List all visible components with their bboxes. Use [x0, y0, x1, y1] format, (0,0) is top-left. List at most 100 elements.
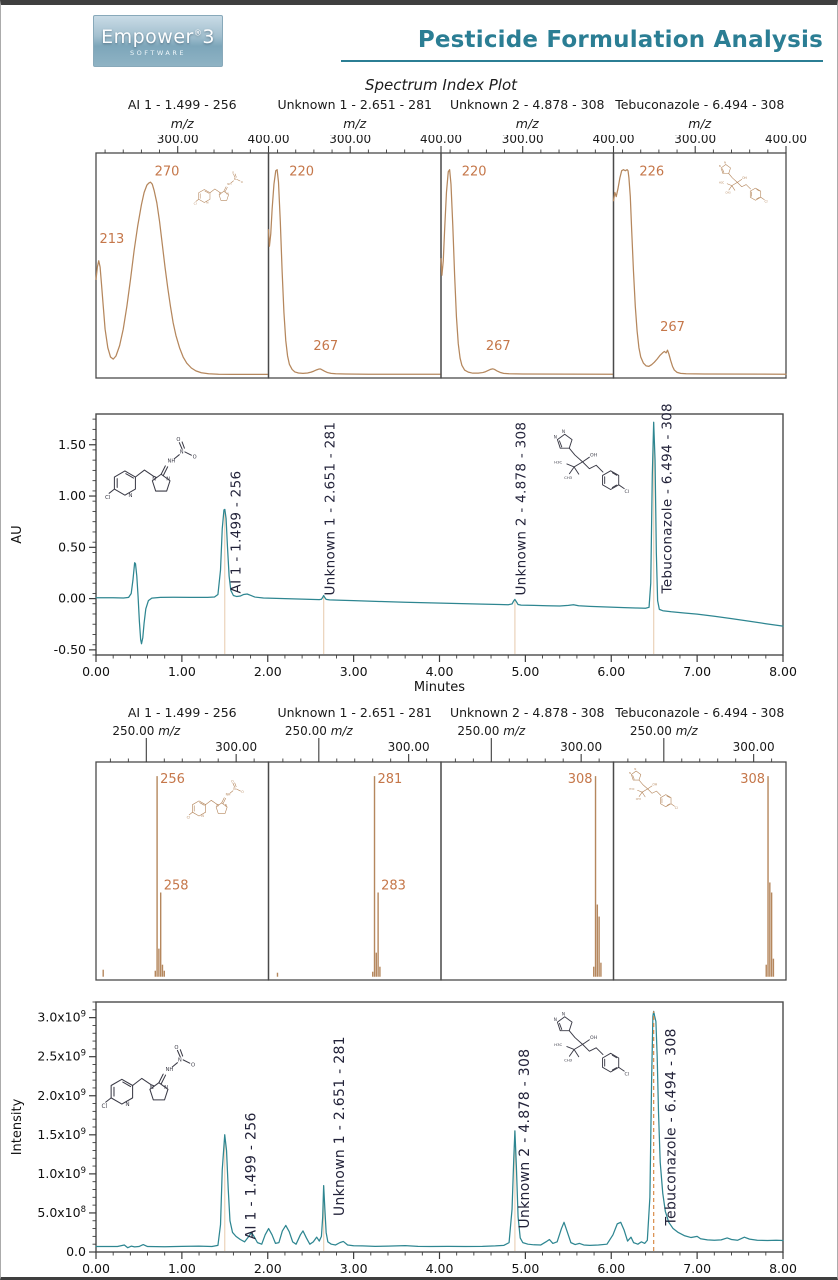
- uv_chromatogram-svg: 0.00 1.00 2.00 3.00 4.00 5.00 6.00 7.00 8.00 -0.5…: [10, 403, 797, 695]
- svg-text:300.00: 300.00: [733, 740, 775, 754]
- svg-text:Cl: Cl: [194, 202, 197, 206]
- svg-text:4.00: 4.00: [426, 664, 454, 679]
- svg-text:8.00: 8.00: [769, 664, 797, 679]
- svg-text:1.0x109: 1.0x109: [37, 1166, 86, 1181]
- svg-text:OH: OH: [590, 452, 598, 458]
- tebuconazole-structure: NN OH H3C CH3 Cl: [554, 429, 629, 495]
- svg-text:3.00: 3.00: [340, 1261, 368, 1276]
- panel-xlabel: m/z: [515, 116, 539, 131]
- svg-text:O: O: [191, 1063, 195, 1069]
- svg-text:4.00: 4.00: [426, 1261, 454, 1276]
- svg-text:2.00: 2.00: [254, 664, 282, 679]
- svg-text:2.00: 2.00: [254, 1261, 282, 1276]
- empower-logo: Empower®3 SOFTWARE: [93, 15, 223, 67]
- svg-text:267: 267: [313, 339, 338, 354]
- svg-text:8.00: 8.00: [769, 1261, 797, 1276]
- svg-text:O: O: [232, 171, 235, 175]
- svg-text:O: O: [193, 454, 197, 460]
- svg-text:N: N: [164, 1085, 168, 1091]
- svg-text:267: 267: [660, 320, 685, 335]
- svg-text:Cl: Cl: [625, 1071, 630, 1077]
- svg-text:CH3: CH3: [725, 190, 731, 194]
- tic-chromatogram-plot: 0.00 1.00 2.00 3.00 4.00 5.00 6.00 7.00 8.00 0.0 5…: [1, 988, 837, 1277]
- svg-text:CH3: CH3: [564, 1057, 573, 1062]
- svg-text:N: N: [178, 1057, 182, 1063]
- svg-text:AU: AU: [10, 525, 25, 543]
- svg-text:300.00: 300.00: [674, 135, 716, 146]
- panel-header: AI 1 - 1.499 - 256: [127, 705, 237, 720]
- svg-text:N: N: [554, 1017, 557, 1023]
- svg-text:2.0x109: 2.0x109: [37, 1088, 86, 1103]
- svg-text:Unknown 2 - 4.878 - 308: Unknown 2 - 4.878 - 308: [517, 1049, 533, 1229]
- svg-text:5.00: 5.00: [511, 1261, 539, 1276]
- panel-header: Unknown 2 - 4.878 - 308: [449, 97, 605, 112]
- svg-text:220: 220: [462, 165, 487, 180]
- uv-chromatogram-plot: 0.00 1.00 2.00 3.00 4.00 5.00 6.00 7.00 8.00 -0.5…: [1, 398, 837, 698]
- svg-text:CH3: CH3: [564, 475, 573, 480]
- svg-text:O: O: [241, 790, 244, 794]
- title-underline: Pesticide Formulation Analysis: [341, 27, 823, 62]
- svg-text:300.00: 300.00: [560, 740, 602, 754]
- svg-text:AI 1 - 1.499 - 256: AI 1 - 1.499 - 256: [228, 471, 244, 594]
- svg-text:Cl: Cl: [105, 495, 111, 501]
- svg-text:5.00: 5.00: [511, 664, 539, 679]
- svg-text:5.0x108: 5.0x108: [37, 1205, 86, 1220]
- svg-text:H3C: H3C: [554, 460, 562, 465]
- svg-text:N: N: [634, 767, 636, 771]
- svg-text:7.00: 7.00: [683, 1261, 711, 1276]
- spectrum-index-title: Spectrum Index Plot: [364, 76, 518, 94]
- svg-text:300.00: 300.00: [388, 740, 430, 754]
- svg-text:226: 226: [639, 165, 664, 180]
- svg-text:267: 267: [486, 339, 511, 354]
- panel-header: Tebuconazole - 6.494 - 308: [615, 97, 785, 112]
- svg-text:281: 281: [378, 772, 403, 787]
- svg-text:0.00: 0.00: [82, 1261, 110, 1276]
- svg-text:N: N: [125, 1102, 129, 1108]
- svg-text:O: O: [241, 180, 244, 184]
- svg-text:0.0: 0.0: [66, 1244, 86, 1259]
- svg-text:N: N: [219, 192, 221, 196]
- svg-text:OH: OH: [742, 176, 747, 180]
- svg-text:1.00: 1.00: [58, 488, 86, 503]
- svg-text:O: O: [174, 1045, 178, 1051]
- svg-text:300.00: 300.00: [502, 135, 544, 146]
- svg-text:CH3: CH3: [636, 797, 642, 801]
- svg-text:400.00: 400.00: [593, 135, 635, 146]
- svg-text:6.00: 6.00: [597, 664, 625, 679]
- svg-text:Tebuconazole - 6.494 - 308: Tebuconazole - 6.494 - 308: [664, 1028, 680, 1226]
- svg-text:250.00 m/z: 250.00 m/z: [457, 724, 526, 738]
- svg-text:3.0x109: 3.0x109: [37, 1010, 86, 1025]
- svg-text:250.00 m/z: 250.00 m/z: [285, 724, 354, 738]
- svg-text:NH: NH: [227, 182, 231, 186]
- svg-text:-0.50: -0.50: [54, 642, 86, 657]
- panel-xlabel: m/z: [688, 116, 712, 131]
- svg-text:H3C: H3C: [554, 1042, 562, 1047]
- svg-text:NH: NH: [226, 793, 231, 797]
- svg-text:0.00: 0.00: [82, 664, 110, 679]
- svg-text:1.50: 1.50: [58, 437, 86, 452]
- svg-text:0.50: 0.50: [58, 539, 86, 554]
- svg-text:O: O: [176, 437, 180, 443]
- svg-text:256: 256: [160, 772, 185, 787]
- svg-text:N: N: [166, 476, 170, 482]
- svg-text:N: N: [629, 771, 631, 775]
- spectrum-panel-headers: AI 1 - 1.499 - 256 Unknown 1 - 2.651 - 2…: [96, 97, 786, 112]
- svg-text:O: O: [231, 779, 234, 783]
- svg-text:1.5x109: 1.5x109: [37, 1127, 86, 1142]
- svg-text:Cl: Cl: [187, 815, 190, 819]
- svg-text:Cl: Cl: [675, 806, 678, 810]
- svg-text:N: N: [128, 493, 132, 499]
- svg-text:213: 213: [99, 232, 124, 247]
- spectrum-panel-xlabels: m/z m/z m/z m/z: [96, 116, 786, 131]
- svg-text:N: N: [234, 177, 236, 181]
- svg-text:2.5x109: 2.5x109: [37, 1049, 86, 1064]
- svg-text:250.00 m/z: 250.00 m/z: [630, 724, 699, 738]
- panel-header: AI 1 - 1.499 - 256: [127, 97, 237, 112]
- panel-header: Unknown 1 - 2.651 - 281: [277, 97, 432, 112]
